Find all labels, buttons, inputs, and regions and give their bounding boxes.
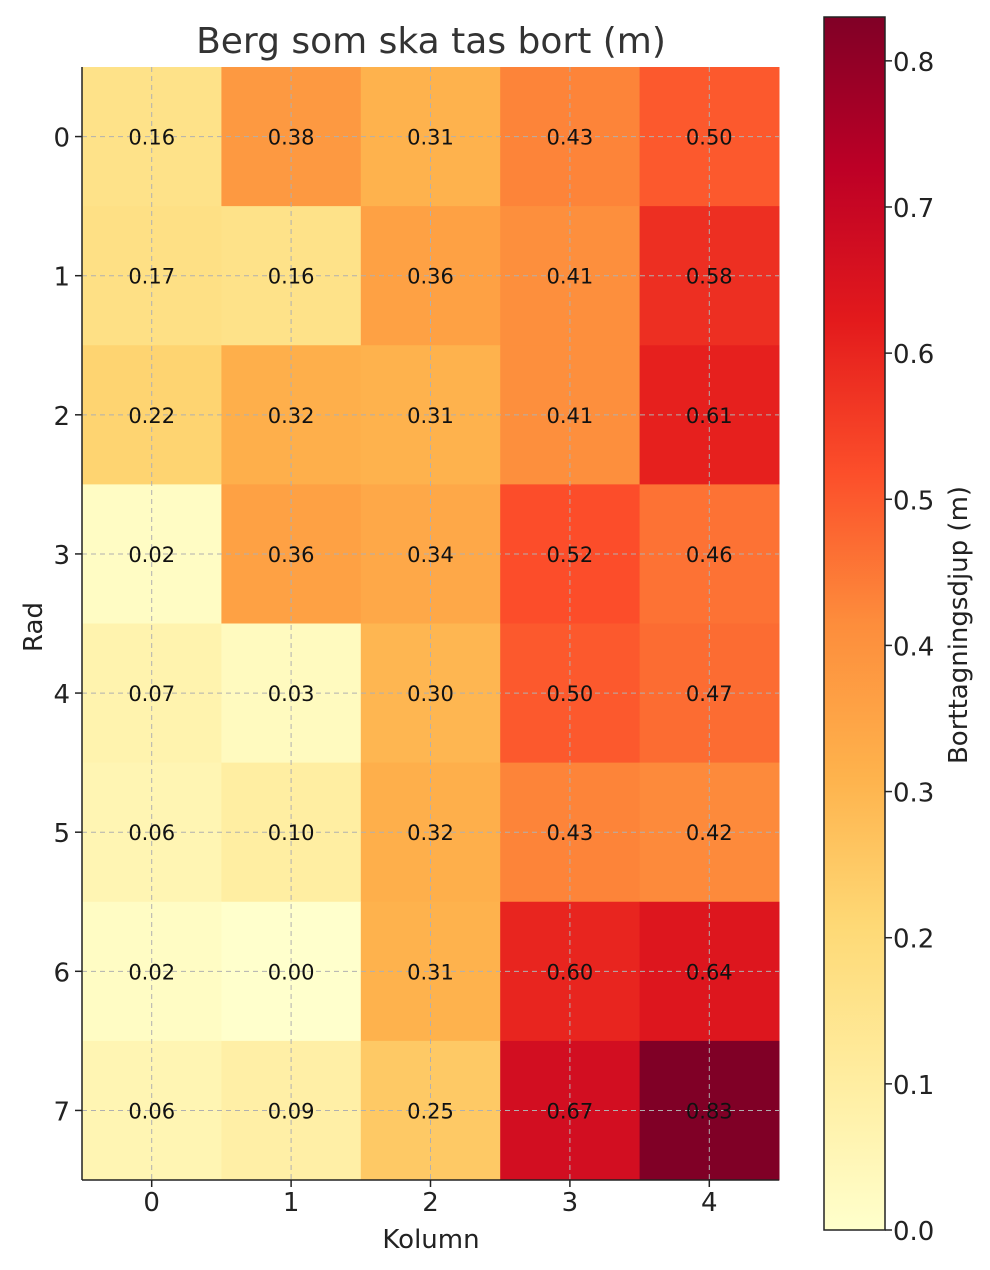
cell-value-label: 0.00 <box>268 960 315 984</box>
cell-value-label: 0.38 <box>268 126 315 150</box>
colorbar-tick-label: 0.0 <box>893 1217 934 1247</box>
cell-value-label: 0.25 <box>407 1099 454 1123</box>
y-axis-ticks: 0 1 2 3 4 5 6 7 <box>53 124 82 1127</box>
y-tick-label: 6 <box>53 958 70 988</box>
cell-value-label: 0.41 <box>547 404 594 428</box>
x-tick-label: 2 <box>422 1188 439 1218</box>
cell-value-label: 0.10 <box>268 821 315 845</box>
cell-value-label: 0.02 <box>128 543 175 567</box>
cell-value-label: 0.07 <box>128 682 175 706</box>
y-tick-label: 4 <box>53 680 70 710</box>
colorbar-tick-label: 0.6 <box>893 340 934 370</box>
cell-value-label: 0.32 <box>268 404 315 428</box>
cell-value-label: 0.31 <box>407 404 454 428</box>
cell-value-label: 0.50 <box>547 682 594 706</box>
cell-value-label: 0.43 <box>547 126 594 150</box>
x-tick-label: 3 <box>562 1188 579 1218</box>
cell-value-label: 0.36 <box>407 265 454 289</box>
cell-value-label: 0.41 <box>547 265 594 289</box>
cell-value-label: 0.61 <box>686 404 733 428</box>
cell-value-label: 0.83 <box>686 1099 733 1123</box>
cell-value-label: 0.47 <box>686 682 733 706</box>
cell-value-label: 0.06 <box>128 1099 175 1123</box>
y-tick-label: 1 <box>53 263 70 293</box>
chart-title: Berg som ska tas bort (m) <box>196 21 666 62</box>
y-tick-label: 5 <box>53 819 70 849</box>
y-tick-label: 7 <box>53 1097 70 1127</box>
x-tick-label: 1 <box>283 1188 300 1218</box>
cell-value-label: 0.46 <box>686 543 733 567</box>
cell-value-label: 0.67 <box>547 1099 594 1123</box>
cell-value-label: 0.52 <box>547 543 594 567</box>
colorbar-tick-label: 0.1 <box>893 1071 934 1101</box>
colorbar-tick-label: 0.4 <box>893 632 934 662</box>
cell-value-label: 0.16 <box>128 126 175 150</box>
x-axis-label: Kolumn <box>382 1225 479 1255</box>
cell-value-label: 0.64 <box>686 960 733 984</box>
cell-value-labels: 0.16 0.38 0.31 0.43 0.50 0.17 0.16 0.36 0.41 0.58… <box>128 126 732 1124</box>
colorbar-tick-label: 0.3 <box>893 779 934 809</box>
colorbar-tick-label: 0.8 <box>893 48 934 78</box>
x-tick-label: 0 <box>143 1188 160 1218</box>
cell-value-label: 0.50 <box>686 126 733 150</box>
cell-value-label: 0.03 <box>268 682 315 706</box>
cell-value-label: 0.32 <box>407 821 454 845</box>
cell-value-label: 0.36 <box>268 543 315 567</box>
x-axis-ticks: 0 1 2 3 4 <box>143 1180 718 1218</box>
cell-value-label: 0.16 <box>268 265 315 289</box>
cell-value-label: 0.30 <box>407 682 454 706</box>
colorbar-tick-label: 0.2 <box>893 925 934 955</box>
cell-value-label: 0.22 <box>128 404 175 428</box>
colorbar-tick-label: 0.5 <box>893 486 934 516</box>
heatmap-cell <box>82 67 222 207</box>
cell-value-label: 0.34 <box>407 543 454 567</box>
y-tick-label: 0 <box>53 124 70 154</box>
y-tick-label: 2 <box>53 402 70 432</box>
colorbar-ticks: 0.0 0.1 0.2 0.3 0.4 0.5 0.6 0.7 0.8 <box>885 48 934 1247</box>
cell-value-label: 0.09 <box>268 1099 315 1123</box>
y-tick-label: 3 <box>53 541 70 571</box>
y-axis-label: Rad <box>19 602 49 652</box>
cell-value-label: 0.43 <box>547 821 594 845</box>
colorbar-tick-label: 0.7 <box>893 194 934 224</box>
cell-value-label: 0.17 <box>128 265 175 289</box>
colorbar-label: Borttagningsdjup (m) <box>944 486 974 764</box>
x-tick-label: 4 <box>701 1188 718 1218</box>
cell-value-label: 0.31 <box>407 126 454 150</box>
cell-value-label: 0.06 <box>128 821 175 845</box>
cell-value-label: 0.42 <box>686 821 733 845</box>
grid-lines <box>82 67 779 1180</box>
cell-value-label: 0.58 <box>686 265 733 289</box>
heatmap-cell <box>360 67 501 207</box>
cell-value-label: 0.02 <box>128 960 175 984</box>
cell-value-label: 0.60 <box>547 960 594 984</box>
cell-value-label: 0.31 <box>407 960 454 984</box>
colorbar <box>823 16 886 1231</box>
